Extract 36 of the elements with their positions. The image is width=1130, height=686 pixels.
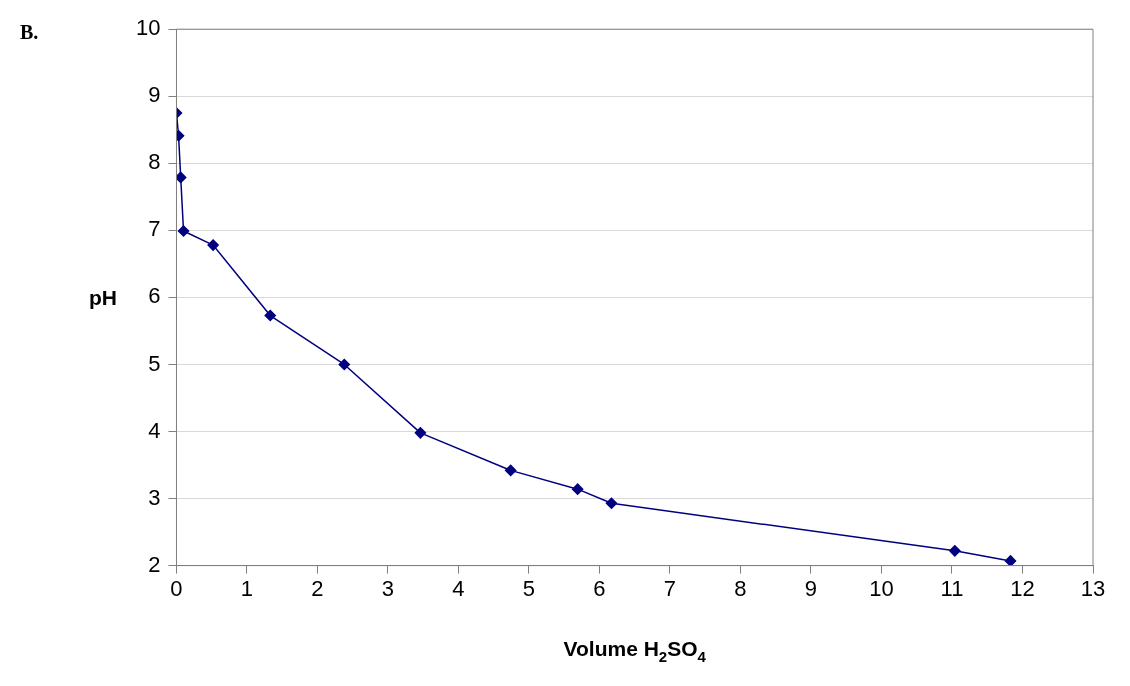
x-tick-label: 10 xyxy=(869,575,894,601)
point xyxy=(949,545,961,557)
point xyxy=(338,358,351,371)
point xyxy=(176,171,187,184)
point xyxy=(605,497,618,509)
x-tick-label: 0 xyxy=(170,575,183,601)
point xyxy=(504,464,517,477)
x-tick-label: 5 xyxy=(522,575,536,601)
x-tick-label: 11 xyxy=(940,575,964,601)
y-tick-label: 7 xyxy=(148,216,161,242)
x-tick-label: 6 xyxy=(593,575,606,601)
y-tick-label: 5 xyxy=(148,350,161,376)
point xyxy=(414,427,427,439)
x-tick-label: 8 xyxy=(734,575,747,601)
x-tick-label: 2 xyxy=(311,575,324,601)
y-tick-label: 2 xyxy=(148,551,161,577)
y-tick-label: 10 xyxy=(135,15,161,41)
point xyxy=(177,225,190,237)
x-tick-label: 9 xyxy=(804,575,818,601)
y-tick-label: 6 xyxy=(148,283,161,309)
y-tick-label: 4 xyxy=(148,417,161,443)
point xyxy=(571,483,584,495)
point xyxy=(264,309,276,322)
point xyxy=(1004,555,1017,566)
text: B. xyxy=(20,21,39,44)
y-tick-label: 8 xyxy=(148,149,161,175)
x-tick-label: 3 xyxy=(381,575,395,601)
x-tick-label: 4 xyxy=(452,575,465,601)
x-tick-label: 13 xyxy=(1080,575,1106,601)
x-tick-label: 7 xyxy=(663,575,677,601)
y-axis-title: pH xyxy=(89,286,117,310)
y-tick-label: 3 xyxy=(148,484,161,510)
point xyxy=(207,239,219,251)
x-tick-label: 12 xyxy=(1010,575,1035,601)
x-tick-label: 1 xyxy=(240,575,254,601)
y-tick-label: 9 xyxy=(148,82,161,108)
